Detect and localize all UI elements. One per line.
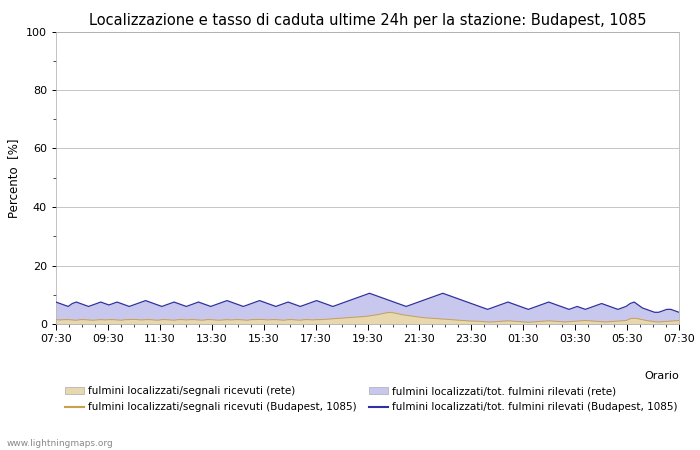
Y-axis label: Percento  [%]: Percento [%]	[8, 138, 20, 217]
Legend: fulmini localizzati/segnali ricevuti (rete), fulmini localizzati/segnali ricevut: fulmini localizzati/segnali ricevuti (re…	[61, 382, 682, 416]
Text: Orario: Orario	[644, 371, 679, 381]
Text: www.lightningmaps.org: www.lightningmaps.org	[7, 439, 113, 448]
Title: Localizzazione e tasso di caduta ultime 24h per la stazione: Budapest, 1085: Localizzazione e tasso di caduta ultime …	[89, 13, 646, 27]
